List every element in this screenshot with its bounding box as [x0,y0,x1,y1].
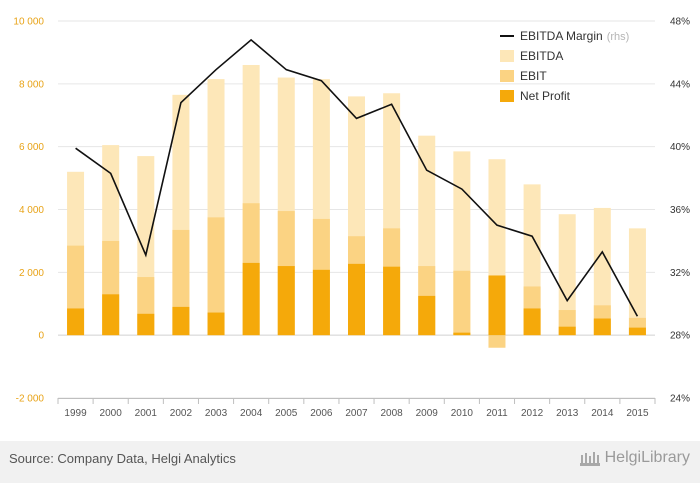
legend-label: EBIT [520,69,547,83]
right-axis: 24% 28% 32% 36% 40% 44% 48% [670,17,690,405]
net-profit-bar [488,275,506,336]
x-tick-label: 2015 [626,408,649,419]
left-tick-label: -2 000 [16,394,45,405]
net-profit-bar [593,318,611,336]
left-tick-label: 4 000 [19,205,44,216]
legend-swatch [500,70,514,82]
x-tick-label: 2009 [416,408,439,419]
brand-name: HelgiLibrary [604,449,690,466]
x-tick-label: 2007 [345,408,368,419]
net-profit-bar [348,263,365,336]
ebitda-margin-line [75,38,639,317]
right-tick-label: 28% [670,331,690,342]
right-tick-label: 32% [670,268,690,279]
left-axis: -2 000 0 2 000 4 000 6 000 8 000 10 000 [13,17,44,405]
net-profit-bar [312,269,330,336]
right-tick-label: 40% [670,142,690,153]
net-profit-bar [67,308,85,336]
left-tick-label: 6 000 [19,142,44,153]
net-profit-bar [558,326,576,336]
net-profit-bar [207,312,225,336]
net-profit-bar [418,295,436,336]
x-tick-label: 2010 [451,408,474,419]
library-logo-icon [579,452,600,466]
chart: -2 000 0 2 000 4 000 6 000 8 000 10 000 24% 28%… [13,17,690,420]
net-profit-bar [172,306,190,336]
x-tick-label: 2001 [135,408,158,419]
x-tick-label: 2002 [170,408,193,419]
ebitda-bar [593,207,611,336]
legend-note: (rhs) [607,31,630,43]
net-profit-bar [102,294,120,336]
left-tick-label: 8 000 [19,79,44,90]
legend-swatch [500,90,514,102]
x-tick-label: 2013 [556,408,579,419]
legend-label: Net Profit [520,89,571,103]
left-tick-label: 0 [38,331,44,342]
footer: Source: Company Data, Helgi Analytics He… [0,441,700,483]
right-tick-label: 36% [670,205,690,216]
x-tick-label: 2005 [275,408,298,419]
x-tick-label: 2000 [100,408,123,419]
x-tick-label: 2011 [486,408,508,419]
net-profit-bar [383,266,401,336]
source-text: Source: Company Data, Helgi Analytics [9,451,236,466]
x-tick-label: 2014 [591,408,614,419]
ebitda-bar [558,214,576,336]
right-tick-label: 48% [670,17,690,28]
left-tick-label: 2 000 [19,268,44,279]
net-profit-bar [523,308,541,336]
net-profit-bar [453,332,471,336]
x-tick-label: 2008 [380,408,403,419]
right-tick-label: 24% [670,394,690,405]
x-tick-label: 2006 [310,408,333,419]
x-tick-label: 1999 [64,408,87,419]
x-tick-label: 2004 [240,408,263,419]
x-tick-label: 2012 [521,408,544,419]
ebit-bar [488,335,506,348]
ebit-bar [453,270,471,336]
net-profit-bar [628,327,646,336]
x-axis: 1999 2000 2001 2002 2003 2004 2005 2006 2007 2008… [57,398,656,419]
legend-label: EBITDA Margin (rhs) [520,29,629,43]
legend-label: EBITDA [520,49,563,63]
bars [67,64,646,348]
net-profit-bar [277,266,295,336]
left-tick-label: 10 000 [13,17,44,28]
margin-line [75,38,639,317]
brand: HelgiLibrary [579,449,690,467]
ebit-bar [207,217,225,336]
legend: EBITDA Margin (rhs) EBITDA EBIT Net Profit [500,29,629,103]
legend-swatch [500,50,514,62]
right-tick-label: 44% [670,79,690,90]
net-profit-bar [137,313,155,336]
net-profit-bar [242,262,260,336]
x-tick-label: 2003 [205,408,228,419]
